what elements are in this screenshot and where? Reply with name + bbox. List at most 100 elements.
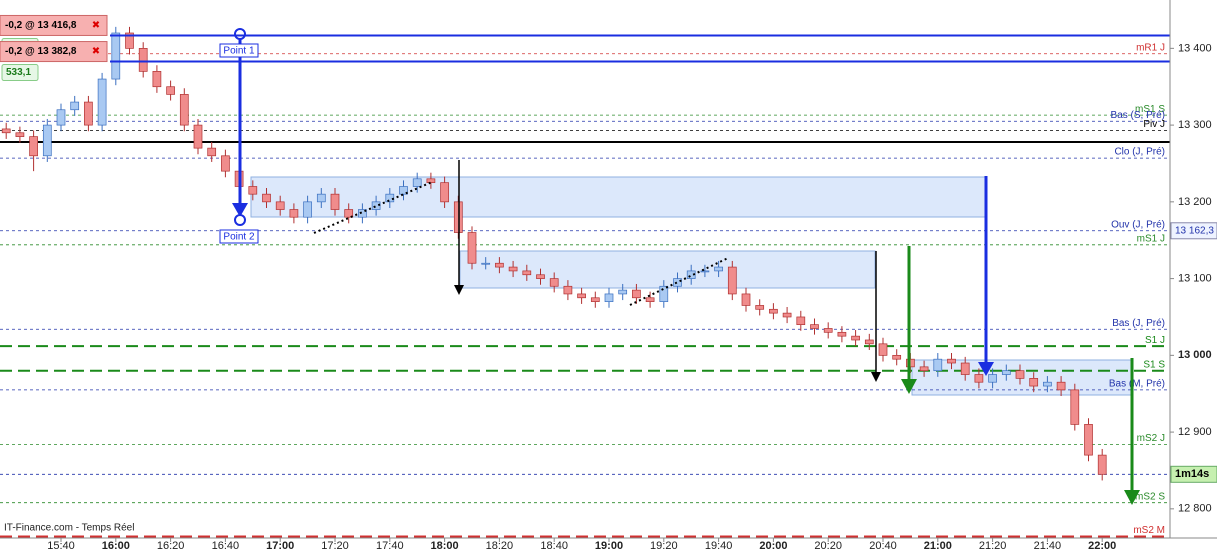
axis-badge bbox=[1170, 222, 1217, 240]
candle-body bbox=[15, 132, 25, 137]
y-tick-label: 13 300 bbox=[1178, 119, 1212, 131]
candle-body bbox=[70, 101, 80, 111]
candle-body bbox=[590, 297, 600, 302]
arrow-head bbox=[901, 379, 917, 394]
candle-body bbox=[412, 178, 422, 187]
y-tick-label: 12 900 bbox=[1178, 426, 1212, 438]
x-tick-label: 16:20 bbox=[157, 540, 185, 552]
level-label: mR1 J bbox=[1136, 42, 1165, 53]
candle-body bbox=[495, 262, 504, 268]
candle-body bbox=[166, 86, 175, 95]
candle-body bbox=[84, 101, 93, 126]
candle-body bbox=[727, 266, 737, 295]
level-label: mS2 M bbox=[1133, 525, 1165, 536]
candle-body bbox=[371, 201, 381, 210]
candle-body bbox=[399, 186, 408, 195]
pnl-box bbox=[1, 64, 39, 82]
candle-body bbox=[97, 78, 107, 126]
candle-body bbox=[1015, 370, 1025, 379]
candle-body bbox=[673, 278, 682, 287]
candle-body bbox=[851, 335, 860, 341]
candle-body bbox=[1084, 424, 1093, 456]
y-tick-label: 13 100 bbox=[1178, 272, 1212, 284]
candle-body bbox=[138, 48, 148, 72]
point-marker bbox=[234, 214, 246, 226]
axis-badge-label: 1m14s bbox=[1175, 468, 1209, 480]
trendline bbox=[313, 181, 433, 234]
candle-body bbox=[248, 186, 258, 195]
zone bbox=[459, 250, 876, 289]
level-label: mS2 S bbox=[1135, 491, 1165, 502]
x-tick-label: 16:00 bbox=[102, 540, 130, 552]
candle-body bbox=[262, 193, 271, 203]
candle-body bbox=[56, 109, 66, 126]
point-box bbox=[219, 229, 259, 244]
order-label: -0,2 @ 13 382,8 bbox=[5, 46, 77, 57]
candle-body bbox=[221, 155, 230, 172]
x-tick-label: 20:20 bbox=[814, 540, 842, 552]
point-marker bbox=[234, 28, 246, 40]
y-tick-label: 13 200 bbox=[1178, 196, 1212, 208]
level-label: Clo (J, Pré) bbox=[1114, 147, 1165, 158]
x-tick-label: 18:20 bbox=[486, 540, 514, 552]
candle-body bbox=[563, 285, 573, 295]
point-box bbox=[219, 43, 259, 58]
candle-body bbox=[864, 339, 874, 345]
candle-body bbox=[960, 362, 970, 375]
candle-body bbox=[632, 289, 641, 299]
candle-body bbox=[42, 124, 52, 157]
point-label: Point 2 bbox=[223, 232, 255, 243]
candle-body bbox=[1043, 381, 1052, 387]
x-tick-label: 20:40 bbox=[869, 540, 897, 552]
arrow-head bbox=[871, 372, 881, 382]
y-tick-label: 12 800 bbox=[1178, 503, 1212, 515]
order-label: -0,2 @ 13 416,8 bbox=[5, 20, 77, 31]
x-tick-label: 19:20 bbox=[650, 540, 678, 552]
candle-body bbox=[933, 358, 943, 372]
x-tick-label: 22:00 bbox=[1088, 540, 1116, 552]
candle-body bbox=[741, 293, 751, 306]
candle-body bbox=[289, 209, 299, 218]
candle-body bbox=[426, 178, 436, 184]
candle-body bbox=[919, 366, 929, 372]
x-tick-label: 19:00 bbox=[595, 540, 623, 552]
candle-body bbox=[330, 193, 340, 210]
candle-body bbox=[659, 285, 669, 302]
candle-body bbox=[303, 201, 312, 218]
zone bbox=[250, 176, 986, 218]
candle-body bbox=[823, 328, 833, 333]
candle-body bbox=[618, 289, 628, 295]
x-tick-label: 21:00 bbox=[924, 540, 952, 552]
axis-badge-label: 13 162,3 bbox=[1175, 225, 1214, 236]
candle-body bbox=[974, 374, 984, 383]
x-tick-label: 19:40 bbox=[705, 540, 733, 552]
candle-body bbox=[467, 232, 477, 264]
x-tick-label: 21:20 bbox=[979, 540, 1007, 552]
candle-body bbox=[275, 201, 285, 210]
x-tick-label: 16:40 bbox=[212, 540, 240, 552]
axis-badge bbox=[1170, 465, 1217, 483]
candle-body bbox=[29, 136, 38, 157]
order-box bbox=[0, 41, 108, 63]
level-label: Bas (M, Pré) bbox=[1109, 379, 1165, 390]
candle-body bbox=[1, 128, 11, 134]
candle-body bbox=[440, 182, 449, 203]
candle-body bbox=[549, 278, 559, 287]
level-label: Bas (J, Pré) bbox=[1112, 318, 1165, 329]
level-label: S1 J bbox=[1145, 335, 1165, 346]
order-close: ✖ bbox=[92, 46, 100, 57]
candle-body bbox=[1070, 389, 1080, 425]
candle-body bbox=[193, 124, 203, 149]
footer: IT-Finance.com - Temps Réel bbox=[4, 523, 134, 534]
candle-body bbox=[947, 358, 956, 364]
candle-body bbox=[782, 312, 792, 318]
zones bbox=[250, 176, 1132, 396]
candle-body bbox=[1056, 381, 1066, 391]
candle-body bbox=[837, 331, 847, 337]
candle-body bbox=[508, 266, 518, 272]
candle-body bbox=[769, 308, 778, 314]
candle-body bbox=[700, 270, 710, 273]
annotations: Point 1 Point 2 bbox=[219, 28, 1140, 505]
candle-body bbox=[125, 32, 134, 49]
